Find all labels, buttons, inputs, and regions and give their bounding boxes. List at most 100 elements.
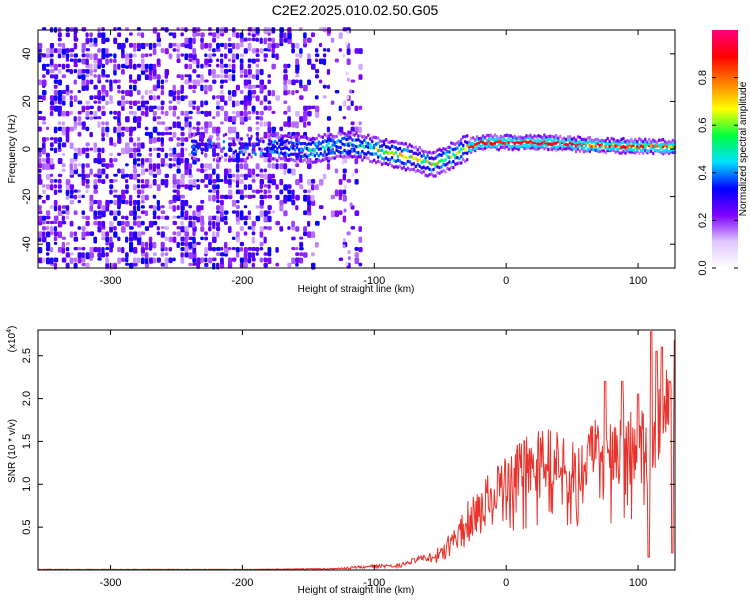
spectrogram-cell bbox=[204, 42, 209, 49]
spectrogram-cell bbox=[152, 178, 157, 186]
spectrogram-cell bbox=[659, 138, 663, 142]
spectrogram-cell bbox=[132, 205, 137, 211]
spectrogram-cell bbox=[93, 189, 99, 194]
spectrogram-cell bbox=[272, 150, 275, 155]
spectrogram-cell bbox=[212, 149, 216, 154]
spectrogram-cell bbox=[481, 137, 485, 142]
spectrogram-cell bbox=[251, 247, 257, 252]
spectrogram-cell bbox=[462, 135, 465, 139]
spectrogram-cell bbox=[291, 121, 296, 128]
spectrogram-cell bbox=[533, 146, 536, 151]
spectrogram-cell bbox=[584, 141, 588, 146]
spectrogram-cell bbox=[45, 48, 51, 53]
spectrogram-cell bbox=[309, 159, 313, 164]
spectrogram-cell bbox=[176, 121, 181, 129]
spectrogram-cell bbox=[295, 145, 299, 150]
spectrogram-cell bbox=[132, 215, 137, 221]
spectrogram-cell bbox=[458, 139, 461, 144]
spectrogram-cell bbox=[644, 137, 647, 142]
spectrogram-cell bbox=[164, 178, 169, 186]
spectrogram-cell bbox=[392, 145, 396, 149]
spectrogram-cell bbox=[644, 148, 647, 153]
spectrogram-cell bbox=[414, 156, 418, 161]
spectrogram-cell bbox=[406, 148, 410, 153]
spectrogram-cell bbox=[606, 141, 609, 146]
spectrogram-cell bbox=[394, 159, 398, 163]
spectrogram-cell bbox=[299, 116, 304, 123]
spectrogram-cell bbox=[511, 144, 514, 149]
spectrogram-cell bbox=[647, 142, 651, 146]
spectrogram-cell bbox=[390, 164, 394, 168]
spectrogram-cell bbox=[69, 158, 75, 164]
spectrogram-cell bbox=[420, 148, 423, 153]
spectrogram-cell bbox=[109, 137, 114, 144]
spectrogram-cell bbox=[192, 133, 196, 138]
spectrogram-cell bbox=[350, 79, 356, 83]
spectrogram-cell bbox=[251, 226, 256, 231]
spectrogram-cell bbox=[398, 146, 402, 151]
spectrogram-cell bbox=[333, 156, 336, 160]
spectrogram-cell bbox=[192, 215, 197, 221]
spectrogram-cell bbox=[345, 71, 349, 76]
spectrogram-cell bbox=[335, 148, 338, 153]
spectrogram-cell bbox=[428, 156, 431, 161]
spectrogram-cell bbox=[188, 126, 192, 134]
spectrogram-cell bbox=[144, 158, 150, 163]
spectrogram-cell bbox=[276, 135, 279, 140]
spectrogram-cell bbox=[543, 133, 546, 137]
spectrogram-cell bbox=[499, 145, 503, 150]
snr-series-line bbox=[37, 331, 675, 571]
spectrogram-cell bbox=[283, 210, 288, 217]
spectrogram-cell bbox=[168, 126, 173, 130]
spectrogram-cell bbox=[117, 168, 121, 174]
spectrogram-cell bbox=[259, 79, 265, 85]
spectrogram-cell bbox=[231, 178, 236, 183]
spectrogram-cell bbox=[404, 142, 408, 146]
spectrogram-cell bbox=[129, 147, 134, 153]
spectrogram-cell bbox=[239, 69, 244, 74]
spectrogram-cell bbox=[570, 142, 574, 146]
spectrogram-cell bbox=[109, 58, 113, 63]
spectrogram-cell bbox=[136, 74, 142, 81]
spectrogram-cell bbox=[204, 147, 209, 152]
spectrogram-cell bbox=[657, 143, 661, 148]
spectrogram-cell bbox=[644, 140, 647, 144]
spectrogram-cell bbox=[287, 262, 292, 268]
spectrogram-cell bbox=[267, 226, 272, 231]
spectrogram-cell bbox=[287, 116, 291, 123]
spectrogram-cell bbox=[541, 144, 544, 148]
spectrogram-cell bbox=[41, 89, 47, 96]
spectrogram-cell bbox=[487, 137, 491, 141]
spectrogram-cell bbox=[101, 126, 105, 134]
spectrogram-cell bbox=[227, 37, 232, 42]
spectrogram-cell bbox=[369, 152, 372, 156]
spectrogram-cell bbox=[89, 63, 93, 70]
spectrogram-cell bbox=[227, 226, 232, 234]
spectrogram-cell bbox=[311, 140, 315, 145]
spectrogram-cell bbox=[329, 138, 332, 143]
spectrogram-cell bbox=[61, 241, 66, 249]
spectrogram-cell bbox=[333, 143, 336, 147]
spectrogram-cell bbox=[180, 84, 185, 92]
spectrogram-cell bbox=[172, 231, 177, 236]
spectrogram-cell bbox=[57, 37, 62, 42]
spectrogram-cell bbox=[267, 257, 272, 264]
spectrogram-cell bbox=[57, 231, 63, 239]
spectrogram-cell bbox=[164, 126, 170, 131]
spectrogram-cell bbox=[152, 116, 157, 122]
spectrogram-cell bbox=[101, 231, 106, 237]
spectrogram-cell bbox=[311, 32, 315, 38]
spectrogram-cell bbox=[61, 142, 67, 148]
spectrogram-cell bbox=[479, 144, 483, 149]
spectrogram-cell bbox=[77, 189, 81, 193]
spectrogram-cell bbox=[309, 148, 313, 153]
spectrogram-cell bbox=[303, 210, 308, 216]
spectrogram-cell bbox=[61, 89, 67, 94]
spectrogram-cell bbox=[212, 247, 216, 252]
spectrogram-cell bbox=[239, 53, 244, 58]
spectrogram-cell bbox=[184, 79, 190, 85]
spectrogram-cell bbox=[325, 134, 329, 138]
spectrogram-cell bbox=[117, 247, 122, 253]
spectrogram-cell bbox=[61, 110, 66, 117]
spectrogram-cell bbox=[406, 145, 410, 149]
